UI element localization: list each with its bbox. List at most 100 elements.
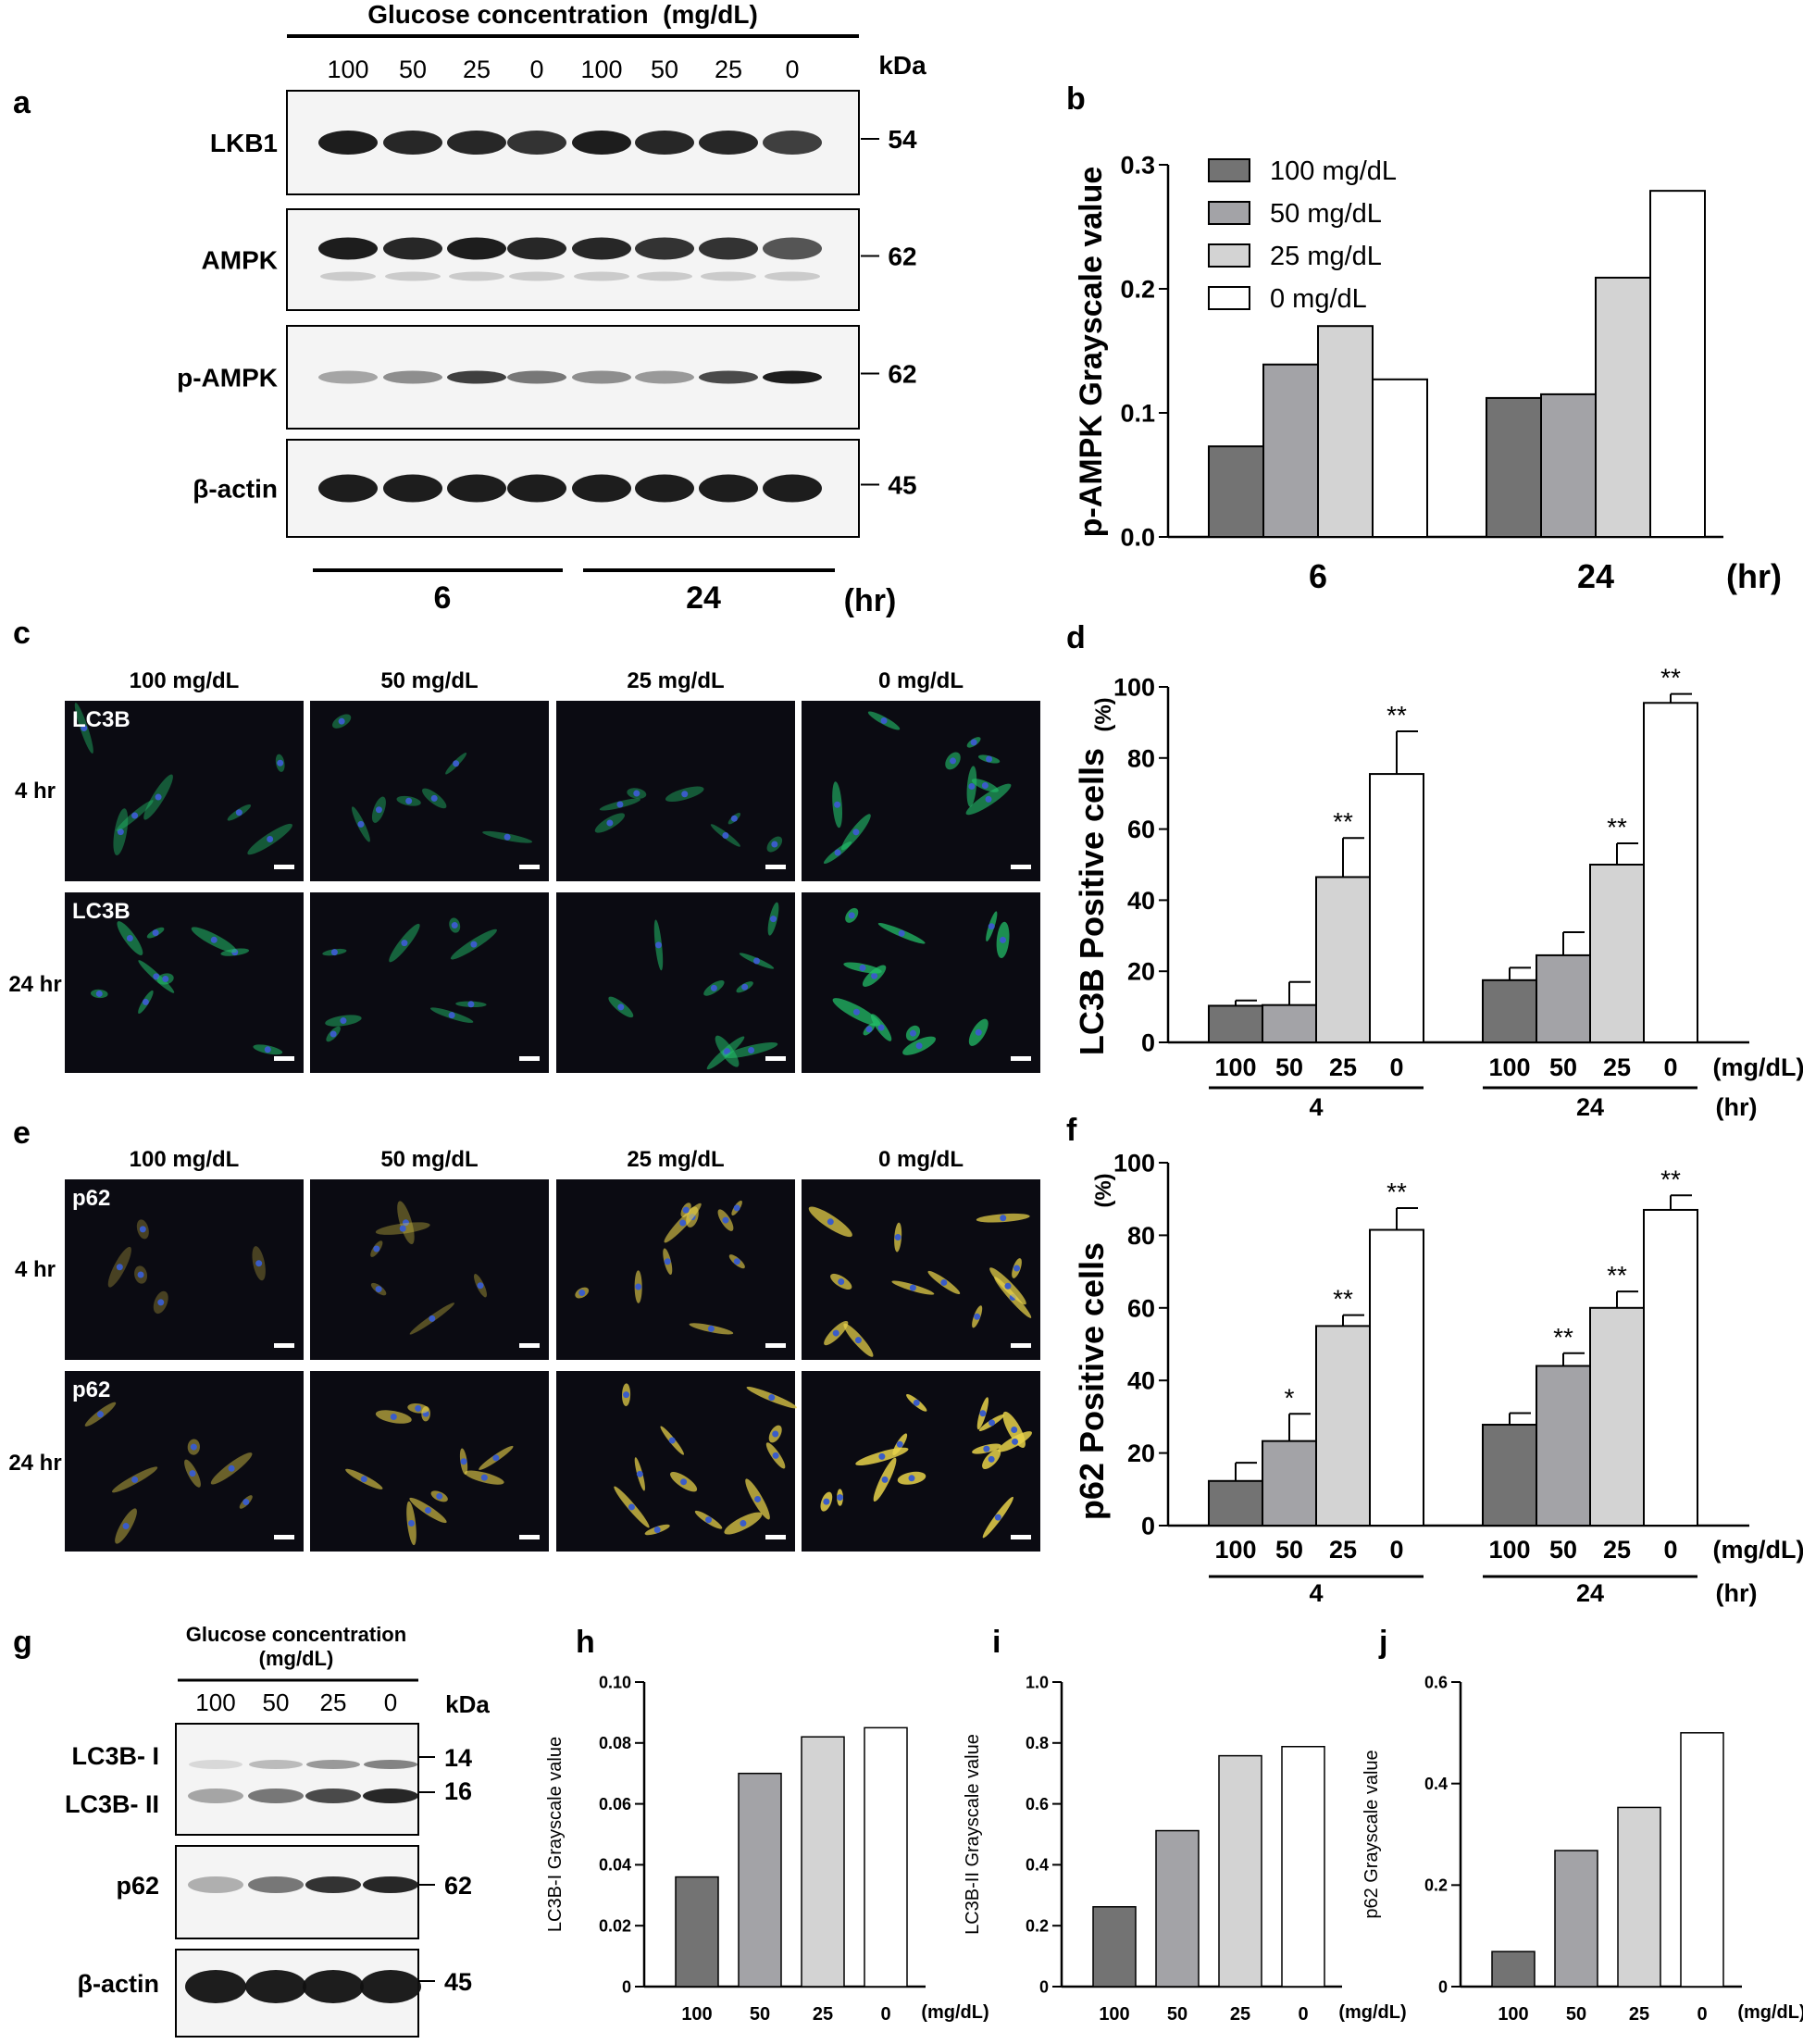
f-bar-1-0 [1482, 1424, 1537, 1527]
micro-c-nucleus-0-1-1 [375, 806, 382, 814]
micro-e-image-bg-0-0 [65, 1179, 304, 1360]
micro-e-nucleus-0-3-6 [894, 1234, 902, 1241]
micro-e-nucleus-0-1-1 [375, 1286, 382, 1293]
blot-a-band-2-3 [507, 370, 566, 384]
micro-e-row-label-1: 24 hr [8, 1451, 61, 1476]
d-group-label-1: 24 [1576, 1093, 1604, 1121]
micro-c-nucleus-1-1-1 [448, 1012, 455, 1019]
f-xtick-label-0-3: 0 [1389, 1536, 1403, 1564]
blot-a-row-label-3: β-actin [193, 475, 278, 504]
chart-i: 0 0.2 0.4 0.6 0.8 1.0 100 50 25 0 (mg/dL) LC3B-II G… [963, 1673, 1407, 2025]
blot-a-row-label-1: AMPK [202, 246, 278, 275]
f-sig-0-2: ** [1333, 1285, 1353, 1314]
micro-c-nucleus-0-3-6 [986, 755, 993, 763]
d-ytick-label-5: 100 [1113, 673, 1155, 701]
micro-c-nucleus-0-3-2 [985, 795, 992, 803]
micro-e-nucleus-0-3-7 [1004, 1282, 1012, 1290]
f-xtick-label-1-2: 25 [1603, 1536, 1631, 1564]
f-ytick-label-4: 80 [1127, 1222, 1155, 1250]
i-ytick-label-1: 0.2 [1026, 1917, 1049, 1936]
blot-a-kda-2: 62 [888, 360, 916, 389]
f-sig-0-3: ** [1386, 1178, 1407, 1206]
micro-e-nucleus-1-2-6 [740, 1520, 747, 1527]
micro-c-nucleus-0-0-1 [117, 829, 124, 836]
micro-e-image-0-0: p62 [65, 1179, 304, 1360]
blot-a-lane-3: 0 [529, 56, 543, 83]
micro-e-image-1-1 [310, 1371, 549, 1552]
blot-a-band-0-3 [507, 131, 566, 155]
micro-c-nucleus-1-2-4 [617, 1003, 625, 1011]
micro-c-nucleus-1-0-3 [142, 998, 149, 1005]
micro-c-row-label-0: 4 hr [15, 779, 56, 804]
blot-g-band-lc3bi-0 [189, 1760, 242, 1769]
micro-c-image-bg-1-2 [556, 892, 795, 1073]
chart-d: 0 20 40 60 80 100 100 50 ** 25 ** 0 4 100 50 ** 25 ** 0 24 (… [1073, 664, 1803, 1121]
micro-e-nucleus-0-1-5 [399, 1225, 406, 1232]
blot-a-lane-7: 0 [785, 56, 799, 83]
micro-e-scalebar-1-0 [274, 1535, 294, 1539]
h-bar-3 [864, 1726, 908, 1988]
blot-g-band-lc3bi-3 [364, 1760, 417, 1769]
micro-c-nucleus-1-0-8 [210, 936, 218, 943]
blot-a-band-3-0 [318, 474, 378, 503]
panel-label-h: h [576, 1625, 595, 1660]
blot-a-band-faint-5 [637, 271, 692, 281]
micro-c-nucleus-0-1-6 [453, 760, 460, 767]
micro-c-scalebar-1-2 [765, 1056, 786, 1061]
micro-e-nucleus-1-2-5 [772, 1430, 779, 1438]
micro-e-nucleus-1-1-2 [480, 1474, 488, 1481]
micro-e-scalebar-1-1 [519, 1535, 540, 1539]
micro-e-nucleus-1-2-2 [705, 1516, 713, 1524]
blot-g-row-label-2: p62 [116, 1872, 159, 1900]
micro-e-nucleus-1-3-0 [988, 1455, 995, 1463]
micro-c-nucleus-1-2-8 [748, 1047, 755, 1054]
b-legend-label-2: 25 mg/dL [1270, 242, 1382, 271]
blot-g-band-actin-3 [360, 1970, 421, 2003]
chart-j: 0 0.2 0.4 0.6 100 50 25 0 (mg/dL) p62 Grayscale v… [1362, 1673, 1803, 2025]
micro-c-nucleus-1-3-6 [915, 1042, 923, 1050]
h-ytick-label-0: 0 [622, 1977, 631, 1996]
micro-e-nucleus-1-3-3 [913, 1399, 920, 1406]
chart-h: 0 0.02 0.04 0.06 0.08 0.10 100 50 25 0 (mg/dL) LC3B… [545, 1673, 989, 2025]
blot-a-band-0-7 [763, 131, 822, 155]
micro-e-nucleus-0-3-2 [1000, 1215, 1007, 1222]
h-xtick-label-0: 100 [681, 2004, 712, 2025]
d-bar-0-2 [1315, 876, 1371, 1043]
micro-e-nucleus-1-2-11 [668, 1437, 676, 1444]
micro-c-nucleus-1-0-1 [152, 929, 159, 937]
micro-e-nucleus-0-2-6 [733, 1258, 740, 1265]
micro-e-nucleus-1-3-11 [837, 1494, 844, 1502]
f-xtick-label-0-0: 100 [1214, 1536, 1256, 1564]
blot-a-band-2-0 [318, 370, 378, 384]
micro-c-nucleus-0-1-0 [430, 794, 438, 802]
blot-a-band-faint-6 [701, 271, 756, 281]
i-ytick-label-3: 0.6 [1026, 1795, 1049, 1813]
micro-c-nucleus-1-3-11 [865, 1026, 873, 1033]
d-bar-0-0 [1208, 1004, 1263, 1043]
micro-e-nucleus-1-1-3 [390, 1414, 397, 1421]
micro-e-nucleus-0-3-11 [909, 1284, 916, 1291]
micro-c-nucleus-1-3-3 [871, 972, 878, 979]
micro-e-scalebar-0-1 [519, 1343, 540, 1348]
blot-a-lane-4: 100 [580, 56, 622, 83]
micro-c-image-0-2 [556, 701, 795, 881]
d-sig-0-3: ** [1386, 701, 1407, 729]
blot-a-band-1-3 [507, 237, 566, 260]
blot-a-band-faint-1 [385, 271, 441, 281]
blot-g-band-lc3bii-0 [188, 1788, 243, 1803]
d-ylabel-unit: (%) [1091, 697, 1116, 731]
micro-c-nucleus-1-3-1 [988, 923, 995, 930]
micro-c-nucleus-1-3-0 [909, 1029, 916, 1037]
j-bar-2 [1617, 1806, 1661, 1988]
micro-e-image-0-1 [310, 1179, 549, 1360]
h-ytick-label-3: 0.06 [599, 1795, 631, 1813]
blot-g-band-p62-3 [363, 1876, 418, 1893]
micro-e-nucleus-1-2-4 [680, 1478, 688, 1486]
i-bar-1 [1155, 1829, 1200, 1988]
micro-c-scalebar-1-1 [519, 1056, 540, 1061]
micro-e-scalebar-1-3 [1011, 1535, 1031, 1539]
micro-c-nucleus-1-1-0 [451, 922, 458, 929]
blot-a-kda-0: 54 [888, 125, 917, 154]
micro-e-nucleus-1-0-3 [189, 1470, 196, 1477]
micro-c-scalebar-1-3 [1011, 1056, 1031, 1061]
